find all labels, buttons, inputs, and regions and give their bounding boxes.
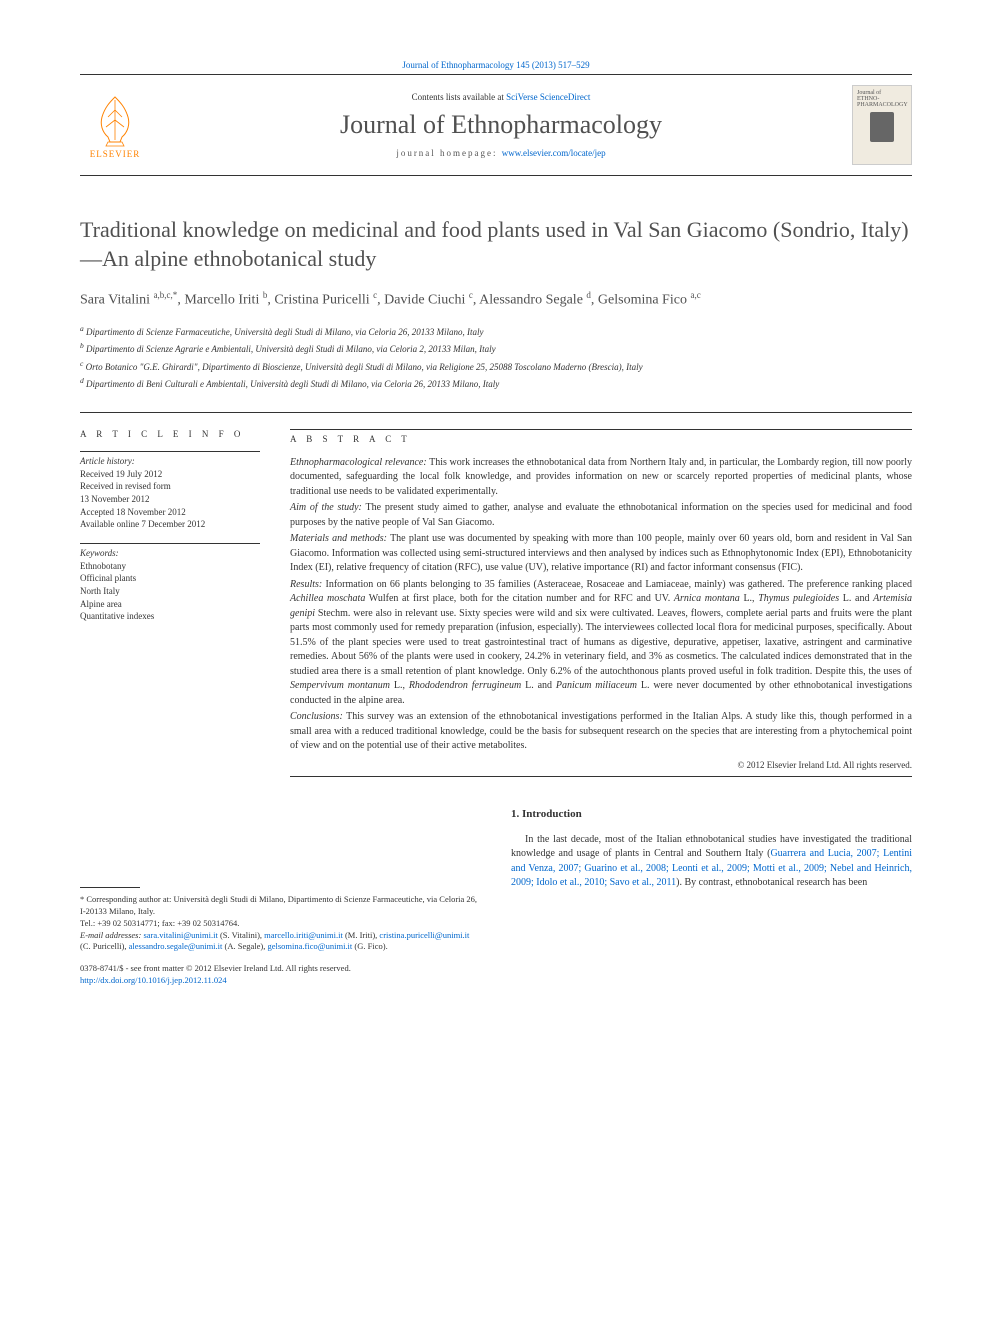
corresponding-footnote: * Corresponding author at: Università de… xyxy=(80,894,481,953)
cover-emblem-icon xyxy=(870,112,894,142)
doi-link[interactable]: http://dx.doi.org/10.1016/j.jep.2012.11.… xyxy=(80,975,227,985)
emails-line: E-mail addresses: sara.vitalini@unimi.it… xyxy=(80,930,481,954)
article-info-column: A R T I C L E I N F O Article history: R… xyxy=(80,429,260,777)
homepage-line: journal homepage: www.elsevier.com/locat… xyxy=(150,148,852,158)
keyword-line: Alpine area xyxy=(80,598,260,611)
journal-name: Journal of Ethnopharmacology xyxy=(150,110,852,140)
email-label: E-mail addresses: xyxy=(80,930,141,940)
contents-prefix: Contents lists available at xyxy=(412,92,506,102)
keyword-line: Ethnobotany xyxy=(80,560,260,573)
authors-list: Sara Vitalini a,b,c,*, Marcello Iriti b,… xyxy=(80,289,912,311)
copyright-footer: 0378-8741/$ - see front matter © 2012 El… xyxy=(80,963,481,987)
affiliation-line: c Orto Botanico "G.E. Ghirardi", Diparti… xyxy=(80,358,912,375)
cover-text: Journal of ETHNO- PHARMACOLOGY xyxy=(857,90,907,108)
history-line: Received in revised form xyxy=(80,480,260,493)
elsevier-tree-icon xyxy=(90,92,140,147)
email-link[interactable]: alessandro.segale@unimi.it xyxy=(129,941,223,951)
abstract-section: Ethnopharmacological relevance: This wor… xyxy=(290,456,912,500)
abstract-section: Aim of the study: The present study aime… xyxy=(290,501,912,530)
issn-line: 0378-8741/$ - see front matter © 2012 El… xyxy=(80,963,481,975)
abstract-copyright: © 2012 Elsevier Ireland Ltd. All rights … xyxy=(290,760,912,770)
header-center: Contents lists available at SciVerse Sci… xyxy=(150,92,852,158)
abstract-body: Ethnopharmacological relevance: This wor… xyxy=(290,456,912,754)
keywords-block: EthnobotanyOfficinal plantsNorth ItalyAl… xyxy=(80,560,260,623)
history-line: Available online 7 December 2012 xyxy=(80,518,260,531)
history-line: 13 November 2012 xyxy=(80,493,260,506)
email-link[interactable]: sara.vitalini@unimi.it xyxy=(143,930,217,940)
homepage-prefix: journal homepage: xyxy=(396,148,501,158)
abstract-section: Materials and methods: The plant use was… xyxy=(290,532,912,576)
intro-text-suffix: ). By contrast, ethnobotanical research … xyxy=(676,877,867,888)
history-label: Article history: xyxy=(80,451,260,466)
keyword-line: Quantitative indexes xyxy=(80,610,260,623)
article-info-heading: A R T I C L E I N F O xyxy=(80,429,260,439)
email-link[interactable]: cristina.puricelli@unimi.it xyxy=(379,930,469,940)
abstract-rule xyxy=(290,776,912,777)
abstract-column: A B S T R A C T Ethnopharmacological rel… xyxy=(290,429,912,777)
contents-available: Contents lists available at SciVerse Sci… xyxy=(150,92,852,102)
corresponding-text: * Corresponding author at: Università de… xyxy=(80,894,481,918)
intro-column: 1. Introduction In the last decade, most… xyxy=(511,807,912,987)
history-line: Received 19 July 2012 xyxy=(80,468,260,481)
abstract-heading: A B S T R A C T xyxy=(290,434,912,444)
publisher-name: ELSEVIER xyxy=(90,149,141,159)
tel-text: Tel.: +39 02 50314771; fax: +39 02 50314… xyxy=(80,918,481,930)
journal-cover-thumb: Journal of ETHNO- PHARMACOLOGY xyxy=(852,85,912,165)
citation-line: Journal of Ethnopharmacology 145 (2013) … xyxy=(80,60,912,70)
history-block: Received 19 July 2012Received in revised… xyxy=(80,468,260,531)
footnote-column: * Corresponding author at: Università de… xyxy=(80,807,481,987)
abstract-section: Results: Information on 66 plants belong… xyxy=(290,578,912,709)
sciencedirect-link[interactable]: SciVerse ScienceDirect xyxy=(506,92,590,102)
homepage-link[interactable]: www.elsevier.com/locate/jep xyxy=(502,148,606,158)
history-line: Accepted 18 November 2012 xyxy=(80,506,260,519)
article-title: Traditional knowledge on medicinal and f… xyxy=(80,216,912,273)
footnote-rule xyxy=(80,887,140,888)
affiliation-line: a Dipartimento di Scienze Farmaceutiche,… xyxy=(80,323,912,340)
affiliations: a Dipartimento di Scienze Farmaceutiche,… xyxy=(80,323,912,392)
journal-header: ELSEVIER Contents lists available at Sci… xyxy=(80,74,912,176)
email-link[interactable]: gelsomina.fico@unimi.it xyxy=(267,941,352,951)
intro-heading: 1. Introduction xyxy=(511,807,912,823)
keywords-label: Keywords: xyxy=(80,543,260,558)
keyword-line: Officinal plants xyxy=(80,572,260,585)
affiliation-line: d Dipartimento di Beni Culturali e Ambie… xyxy=(80,375,912,392)
publisher-logo: ELSEVIER xyxy=(80,92,150,159)
email-link[interactable]: marcello.iriti@unimi.it xyxy=(264,930,343,940)
keyword-line: North Italy xyxy=(80,585,260,598)
affiliation-line: b Dipartimento di Scienze Agrarie e Ambi… xyxy=(80,340,912,357)
intro-paragraph: In the last decade, most of the Italian … xyxy=(511,833,912,891)
abstract-section: Conclusions: This survey was an extensio… xyxy=(290,710,912,754)
